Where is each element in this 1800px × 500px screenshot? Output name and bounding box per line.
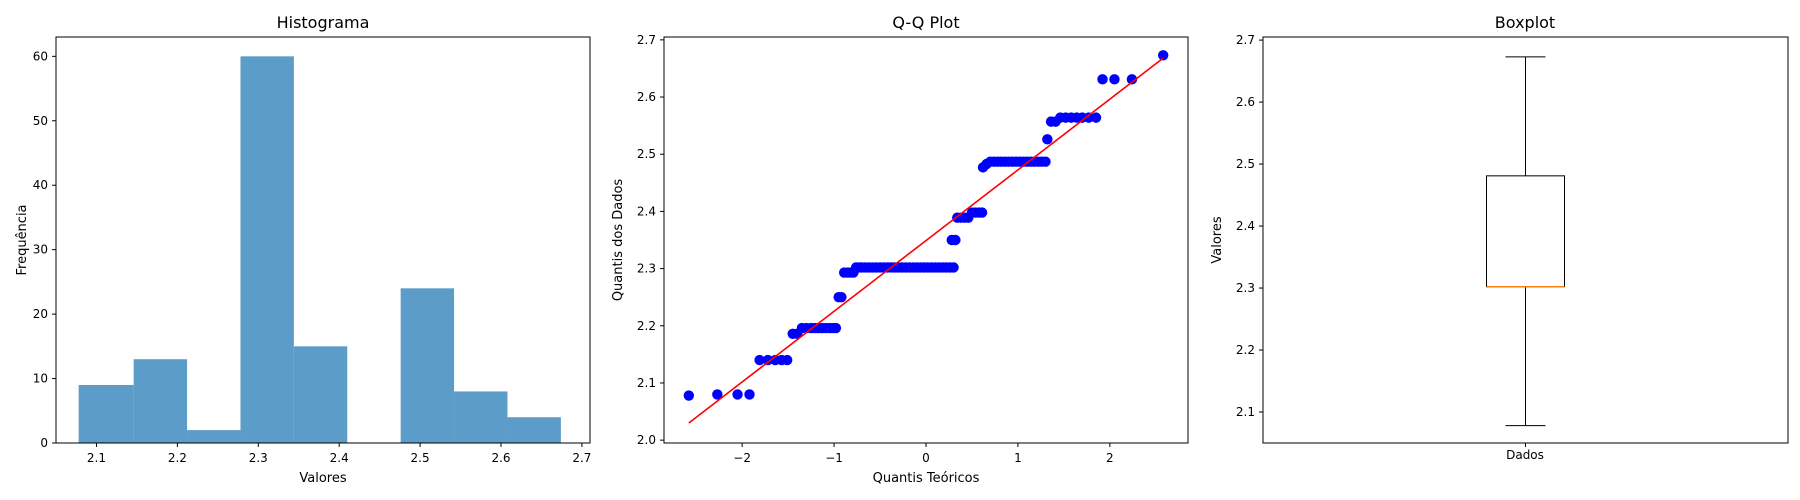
histogram-xlabel: Valores [299, 471, 346, 486]
qq-xlabel: Quantis Teóricos [873, 471, 980, 486]
qq-point [950, 234, 961, 246]
qq-xtick-label: −2 [733, 451, 751, 465]
histogram-xtick-label: 2.4 [330, 451, 349, 465]
histogram-ytick-label: 30 [33, 243, 48, 257]
boxplot-ytick-label: 2.3 [1236, 281, 1255, 295]
histogram-ylabel: Frequência [15, 204, 30, 275]
boxplot-iqr-box [1486, 175, 1565, 288]
qq-point [762, 354, 774, 366]
qq-ytick-label: 2.1 [637, 376, 656, 390]
boxplot-ytick-label: 2.2 [1236, 343, 1255, 357]
qq-point [1042, 134, 1053, 145]
histogram-ytick-label: 10 [33, 372, 48, 386]
qq-xtick-label: −1 [825, 451, 843, 465]
qq-ytick-label: 2.6 [637, 90, 656, 104]
histogram-ytick-label: 50 [33, 114, 48, 128]
histogram-bar [454, 391, 508, 443]
histogram-xtick-label: 2.6 [491, 451, 510, 465]
boxplot-ytick-label: 2.7 [1236, 33, 1255, 47]
qq-point [976, 207, 988, 218]
boxplot-ylabel: Valores [1210, 216, 1225, 263]
qq-ytick-label: 2.4 [637, 204, 656, 218]
qq-point [781, 354, 793, 366]
histogram-ytick-label: 0 [40, 436, 48, 450]
histogram-ticks: 2.1 2.2 2.3 2.4 2.5 2.6 2.7 0 10 20 30 40 50 60 [33, 49, 592, 465]
histogram-bar [187, 430, 241, 443]
boxplot-box [1486, 56, 1565, 427]
qq-point [1083, 112, 1094, 123]
boxplot-ytick-label: 2.5 [1236, 157, 1255, 171]
histogram-bar [400, 288, 455, 443]
histogram-frame [55, 36, 591, 444]
qq-ylabel: Quantis dos Dados [611, 179, 626, 302]
qq-point [1040, 156, 1051, 167]
histogram-xtick-label: 2.2 [168, 451, 187, 465]
qq-ytick-label: 2.2 [637, 319, 656, 333]
qq-panel: −2 −1 0 1 2 2.0 2.1 2.2 2.3 2.4 2.5 2.6 2.7 Q-Q Plot… [611, 13, 1189, 486]
qq-fit-line [688, 57, 1164, 424]
qq-point [1109, 74, 1120, 85]
qq-xtick-label: 0 [922, 451, 930, 465]
histogram-xtick-label: 2.3 [249, 451, 268, 465]
qq-ytick-label: 2.0 [637, 433, 656, 447]
boxplot-ytick-label: 2.1 [1236, 405, 1255, 419]
boxplot-ytick-label: 2.6 [1236, 95, 1255, 109]
qq-ytick-label: 2.3 [637, 262, 656, 276]
qq-point [1126, 74, 1138, 85]
qq-ticks: −2 −1 0 1 2 2.0 2.1 2.2 2.3 2.4 2.5 2.6 2.7 [637, 33, 1114, 465]
qq-point [732, 389, 743, 400]
qq-ytick-label: 2.7 [637, 33, 656, 47]
histogram-bar [78, 385, 134, 443]
qq-point [744, 389, 755, 400]
qq-point [1157, 50, 1169, 61]
qq-xtick-label: 2 [1106, 451, 1114, 465]
histogram-xtick-label: 2.7 [572, 451, 591, 465]
qq-point [836, 291, 847, 303]
histogram-title: Histograma [277, 13, 370, 32]
boxplot-ytick-label: 2.4 [1236, 219, 1255, 233]
qq-point [1090, 112, 1102, 123]
histogram-ytick-label: 20 [33, 307, 48, 321]
histogram-ytick-label: 40 [33, 178, 48, 192]
qq-point [712, 389, 723, 400]
boxplot-xtick-label: Dados [1506, 448, 1544, 462]
boxplot-panel: 2.1 2.2 2.3 2.4 2.5 2.6 2.7 Boxplot Dados Valo… [1210, 13, 1789, 462]
qq-point [1097, 74, 1108, 85]
qq-xtick-label: 1 [1014, 451, 1022, 465]
qq-points [683, 50, 1169, 401]
histogram-panel: 2.1 2.2 2.3 2.4 2.5 2.6 2.7 0 10 20 30 40 50 60 Histo… [15, 13, 591, 486]
histogram-bar [507, 417, 561, 443]
qq-point [683, 390, 695, 401]
histogram-xtick-label: 2.1 [87, 451, 106, 465]
boxplot-ticks: 2.1 2.2 2.3 2.4 2.5 2.6 2.7 [1236, 33, 1526, 447]
qq-point [830, 322, 842, 334]
histogram-xtick-label: 2.5 [411, 451, 430, 465]
qq-point [948, 262, 959, 273]
qq-title: Q-Q Plot [892, 13, 959, 32]
histogram-bar [293, 346, 348, 443]
histogram-bar [133, 359, 188, 443]
qq-ytick-label: 2.5 [637, 147, 656, 161]
qq-point [754, 354, 765, 366]
histogram-bars [78, 56, 561, 443]
histogram-ytick-label: 60 [33, 49, 48, 63]
boxplot-title: Boxplot [1495, 13, 1555, 32]
histogram-bar [240, 56, 294, 443]
